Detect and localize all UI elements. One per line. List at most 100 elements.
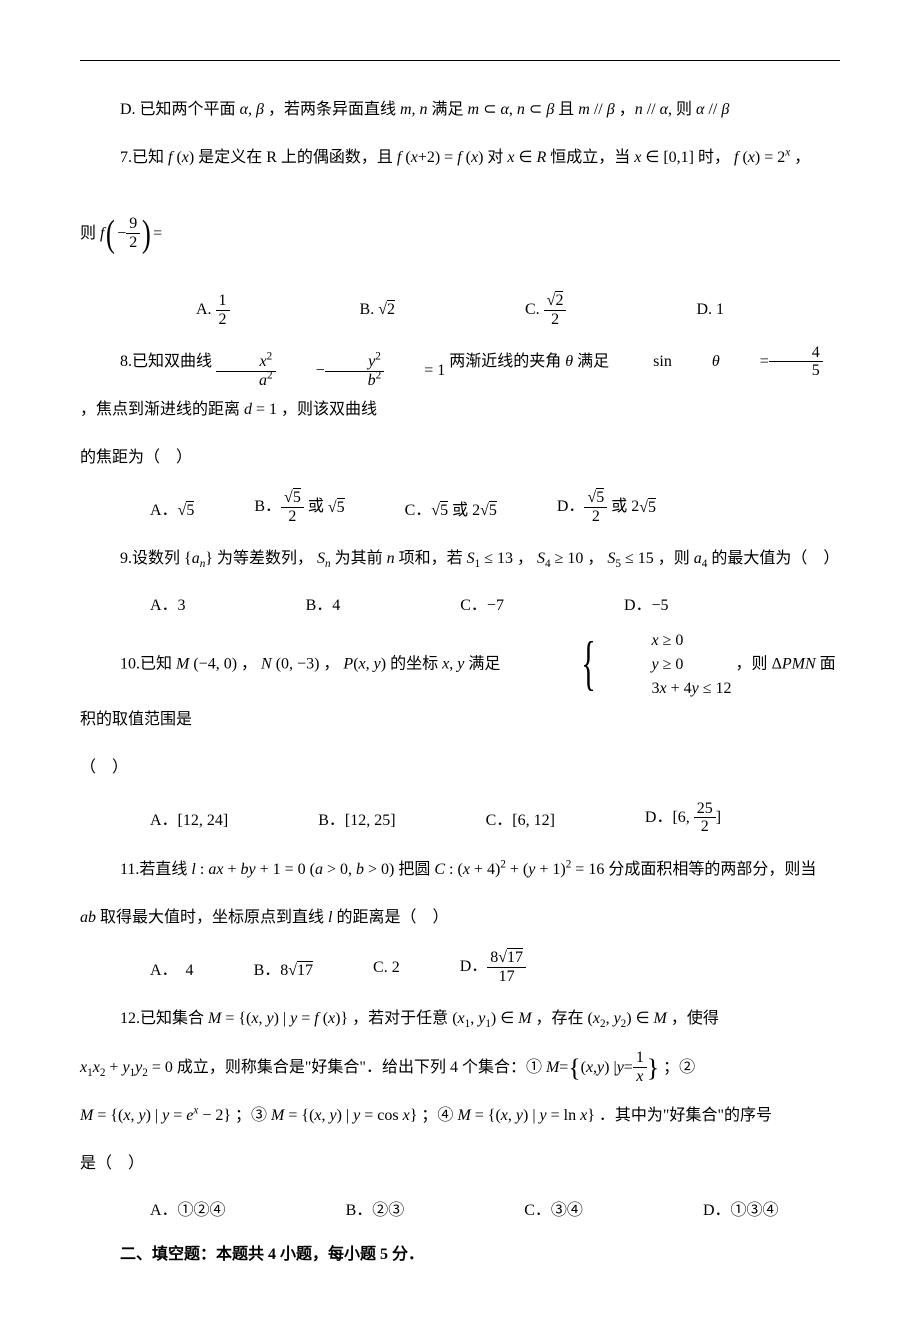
q11-l: l [328, 909, 332, 926]
q12-t2: ，存在 [536, 1010, 584, 1027]
q7-x01: x ∈ [0,1] [634, 149, 694, 166]
q7-label: 7.已知 [120, 149, 164, 166]
q12-M: M = {(x, y) | y = f (x)} [208, 1010, 348, 1027]
q10-M: M (−4, 0) [176, 655, 237, 672]
q8-sin: sin θ = 45 [613, 343, 823, 381]
q8-d1: d = 1 [244, 401, 277, 418]
q9-t6: ，则 [658, 550, 690, 567]
q6-option-d: D. 已知两个平面 α, β ，若两条异面直线 m, n 满足 m ⊂ α, n… [80, 91, 840, 129]
q11-circle: C : (x + 4)2 + (y + 1)2 = 16 [434, 861, 604, 878]
q12-set1: M = {(x, y) | y = 1x} [546, 1049, 659, 1087]
q9-options: A．3 B．4 C．−7 D．−5 [150, 591, 840, 615]
q9-a4: a4 [694, 550, 708, 567]
q12-l3b: ；④ [421, 1107, 453, 1124]
q7-f2x: f (x) = 2x [734, 149, 790, 166]
q12-t3: ，使得 [671, 1010, 719, 1027]
q7-opt-a: A. 12 [196, 292, 230, 329]
q10-opt-d: D．[6, 252] [645, 800, 721, 837]
q12-line3: M = {(x, y) | y = ex − 2} ；③ M = {(x, y)… [80, 1097, 840, 1135]
section-2-heading: 二、填空题：本题共 4 小题，每小题 5 分． [80, 1236, 840, 1274]
q12-options: A．①②④ B．②③ C．③④ D．①③④ [150, 1196, 840, 1220]
q12-l2a: 成立，则称集合是"好集合"．给出下列 4 个集合：① [177, 1059, 542, 1076]
q9-t1: 为等差数列， [217, 550, 313, 567]
q9-t4: ， [517, 550, 533, 567]
q9-label: 9.设数列 [120, 550, 180, 567]
q9-s1: S1 ≤ 13 [467, 550, 513, 567]
q7-t4: 时， [698, 149, 730, 166]
q7-t3: 恒成立，当 [550, 149, 630, 166]
q12-opt-a: A．①②④ [150, 1196, 226, 1220]
q7-t1: 是定义在 R 上的偶函数，且 [198, 149, 393, 166]
q12-l3a: ；③ [235, 1107, 267, 1124]
q8-opt-b: B．√52 或 √5 [254, 489, 344, 526]
q10-P: P(x, y) [343, 655, 386, 672]
q11-line2: ab 取得最大值时，坐标原点到直线 l 的距离是（ ） [80, 899, 840, 937]
q9-s5: S5 ≤ 15 [607, 550, 653, 567]
top-rule [80, 60, 840, 61]
q7-t5: ， [794, 149, 810, 166]
q9: 9.设数列 {an} 为等差数列， Sn 为其前 n 项和，若 S1 ≤ 13 … [80, 540, 840, 578]
q11-t2: 分成面积相等的两部分，则当 [608, 861, 816, 878]
q12-t1: ，若对于任意 [352, 1010, 448, 1027]
q11-opt-d: D．8√1717 [460, 949, 526, 986]
q11-opt-a: A． 4 [150, 956, 194, 980]
q12-line2: x1x2 + y1y2 = 0 成立，则称集合是"好集合"．给出下列 4 个集合… [80, 1049, 840, 1087]
q11-opt-b: B．8√17 [254, 956, 313, 980]
q12-x2y2: (x2, y2) ∈ M [588, 1010, 667, 1027]
q8-label: 8.已知双曲线 [120, 353, 212, 370]
q10-t3: 的坐标 [390, 655, 438, 672]
q7-xR: x ∈ R [507, 149, 546, 166]
q11: 11.若直线 l : ax + by + 1 = 0 (a > 0, b > 0… [80, 851, 840, 889]
q7-opt-c: C. √22 [525, 292, 566, 329]
q8-t3: ，焦点到渐进线的距离 [80, 401, 240, 418]
q9-t5: ， [587, 550, 603, 567]
q7-f-neg92: f ( −92 ) = [100, 188, 162, 280]
q7-opt-b: B. √2 [360, 301, 395, 319]
q6d-label: D. 已知两个平面 [120, 101, 236, 118]
q9-s4: S4 ≥ 10 [537, 550, 583, 567]
q10-opt-b: B．[12, 25] [318, 806, 395, 830]
q12-l2b: ；② [663, 1059, 695, 1076]
q12: 12.已知集合 M = {(x, y) | y = f (x)} ，若对于任意 … [80, 1000, 840, 1038]
q9-an: {an} [184, 550, 213, 567]
q7-line2: 则 f ( −92 ) = [80, 188, 840, 280]
q11-opt-c: C. 2 [373, 959, 400, 977]
q8-line2: 的焦距为（ ） [80, 439, 840, 477]
q10-options: A．[12, 24] B．[12, 25] C．[6, 12] D．[6, 25… [150, 800, 840, 837]
q12-set4: M = {(x, y) | y = ln x} [457, 1107, 594, 1124]
q8-opt-a: A．√5 [150, 496, 194, 520]
q9-opt-c: C．−7 [460, 591, 504, 615]
q8-t4: ，则该双曲线 [281, 401, 377, 418]
q10-opt-a: A．[12, 24] [150, 806, 228, 830]
q10-t4: 满足 [468, 655, 500, 672]
q12-set3: M = {(x, y) | y = cos x} [271, 1107, 417, 1124]
q10: 10.已知 M (−4, 0) ， N (0, −3) ， P(x, y) 的坐… [80, 629, 840, 739]
q12-label: 12.已知集合 [120, 1010, 204, 1027]
q9-opt-d: D．−5 [624, 591, 669, 615]
q8-options: A．√5 B．√52 或 √5 C．√5 或 2√5 D．√52 或 2√5 [150, 489, 840, 526]
q6d-ab: α, β [240, 101, 264, 118]
q6d-expr1: m ⊂ α, n ⊂ β [468, 101, 555, 118]
q12-l3c: ．其中为"好集合"的序号 [599, 1107, 772, 1124]
q7-t2: 对 [487, 149, 503, 166]
q6d-expr3: α // β [696, 101, 729, 118]
q12-opt-b: B．②③ [346, 1196, 405, 1220]
q7: 7.已知 f (x) 是定义在 R 上的偶函数，且 f (x+2) = f (x… [80, 139, 840, 177]
q10-xy: x, y [442, 655, 464, 672]
q6d-mn: m, n [400, 101, 428, 118]
q12-set2: M = {(x, y) | y = ex − 2} [80, 1107, 231, 1124]
q8-theta: θ [565, 353, 573, 370]
q8-hyp: x2a2 − y2b2 = 1 [216, 352, 445, 390]
q6d-t1: ，若两条异面直线 [268, 101, 396, 118]
q12-xy0: x1x2 + y1y2 = 0 [80, 1059, 173, 1076]
q7-fx2: f (x+2) = f (x) [397, 149, 483, 166]
q7-opt-d: D. 1 [696, 301, 724, 319]
q11-line-eq: l : ax + by + 1 = 0 (a > 0, b > 0) [191, 861, 394, 878]
q10-t2: ， [323, 655, 339, 672]
q9-t2: 为其前 [335, 550, 383, 567]
q10-line2: （ ） [80, 749, 840, 787]
q9-opt-b: B．4 [306, 591, 341, 615]
q10-N: N (0, −3) [261, 655, 319, 672]
q9-n: n [387, 550, 395, 567]
q12-opt-d: D．①③④ [703, 1196, 779, 1220]
